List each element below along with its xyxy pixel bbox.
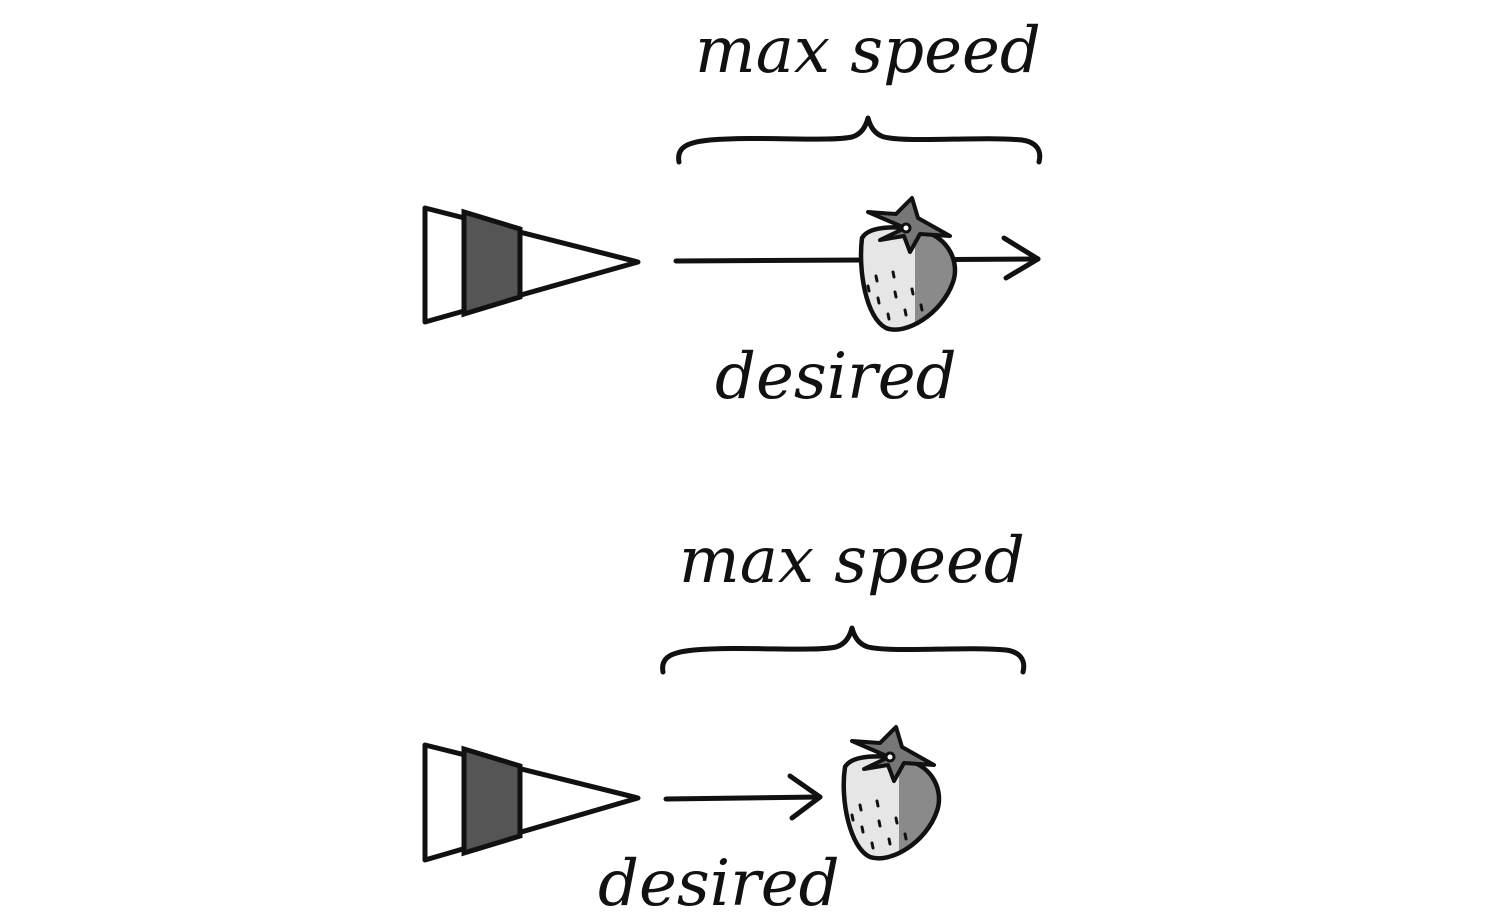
max-speed-label: max speed [679,524,1025,598]
curly-brace-icon [660,625,1027,675]
vehicle-triangle-icon [422,742,641,863]
panel-bottom: max speed [422,524,1027,917]
curly-brace-icon [676,115,1043,165]
max-speed-label: max speed [695,14,1041,88]
strawberry-target-icon [841,725,942,861]
panel-top: max speed [422,14,1043,414]
desired-label: desired [598,847,840,917]
desired-vector-arrow-icon [673,235,1041,281]
vehicle-triangle-icon [422,205,641,325]
desired-label: desired [715,340,957,414]
desired-vector-arrow-icon [663,773,823,821]
strawberry-target-icon [858,196,958,332]
